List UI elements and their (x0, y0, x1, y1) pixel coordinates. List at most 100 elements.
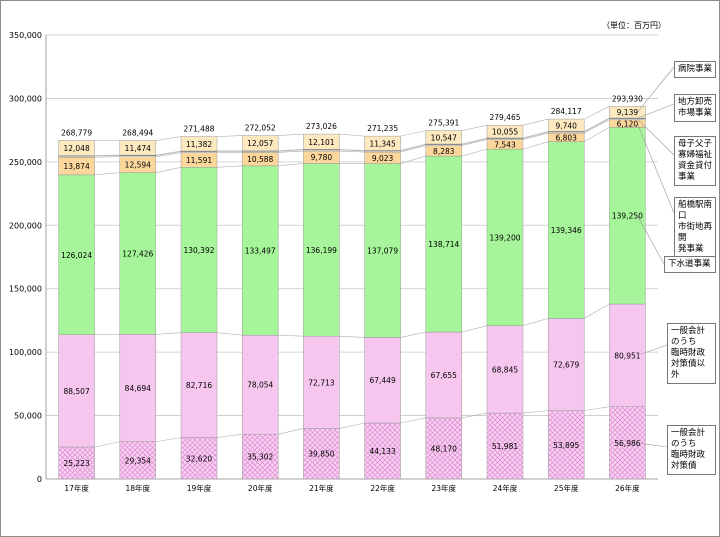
series-connector (339, 149, 365, 151)
data-label: 12,594 (125, 161, 151, 170)
data-label: 133,497 (245, 247, 276, 256)
bar-segment (609, 106, 646, 119)
series-connector (461, 412, 488, 419)
bar-segment (241, 433, 279, 480)
x-tick-label: 22年度 (370, 483, 395, 493)
series-connector (216, 433, 243, 438)
data-label: 7,543 (494, 140, 516, 149)
series-connector (461, 137, 488, 145)
series-connector (400, 144, 426, 152)
series-connector (522, 131, 549, 139)
bar-segment (425, 417, 463, 480)
x-tick-label: 17年度 (64, 483, 89, 493)
bar-segment (364, 163, 401, 338)
series-connector (584, 127, 610, 142)
data-label: 56,986 (614, 439, 640, 448)
data-label: 10,588 (247, 155, 273, 164)
bar-segment (180, 332, 218, 438)
data-label: 44,133 (369, 447, 395, 456)
series-connector (400, 143, 426, 151)
series-connector (522, 318, 549, 327)
x-tick-label: 21年度 (309, 483, 334, 493)
data-label: 12,048 (63, 144, 89, 153)
series-connector (216, 332, 243, 336)
series-connector (94, 154, 120, 156)
total-label: 279,465 (489, 113, 520, 122)
legend-leader-line (637, 215, 665, 265)
data-label: 11,474 (125, 144, 151, 153)
data-label: 53,895 (553, 441, 579, 450)
legend-leader-line (637, 123, 675, 214)
bar-segment (547, 141, 585, 319)
series-connector (522, 132, 549, 140)
series-connector (584, 106, 610, 120)
series-connector (400, 145, 426, 153)
series-connector (155, 152, 182, 157)
bar-segment (119, 140, 157, 156)
legend-item-sewerage: 下水道事業 (664, 256, 716, 273)
series-connector (339, 422, 365, 429)
data-label: 78,054 (247, 381, 273, 390)
series-connector (461, 139, 488, 146)
total-label: 284,117 (551, 107, 582, 116)
bar-segment (364, 337, 401, 424)
data-label: 29,354 (125, 456, 151, 465)
x-tick-label: 20年度 (248, 483, 273, 493)
bar-segment (547, 410, 585, 480)
series-connector (155, 437, 182, 443)
series-connector (339, 133, 365, 137)
data-label: 127,426 (122, 249, 153, 258)
series-connector (584, 303, 610, 319)
data-label: 11,382 (186, 140, 212, 149)
x-tick-label: 26年度 (615, 483, 640, 493)
series-connector (400, 130, 426, 137)
data-label: 13,874 (63, 162, 89, 171)
bar-segment (241, 334, 279, 435)
data-label: 11,591 (186, 156, 212, 165)
data-label: 84,694 (125, 384, 151, 393)
data-label: 11,345 (369, 139, 395, 148)
legend-item-market: 地方卸売 市場事業 (674, 94, 716, 122)
legend-leader-line (637, 103, 675, 119)
series-connector (278, 149, 304, 152)
bar-segment (425, 130, 463, 145)
y-tick-label: 50,000 (14, 412, 42, 421)
series-connector (94, 172, 120, 176)
bar-segment (119, 441, 157, 480)
bar-segment (180, 136, 218, 152)
data-label: 67,449 (369, 376, 395, 385)
series-connector (155, 332, 182, 335)
data-label: 136,199 (306, 246, 337, 255)
x-tick-label: 19年度 (187, 483, 212, 493)
y-tick-label: 100,000 (9, 348, 42, 357)
data-label: 9,740 (555, 121, 577, 130)
total-label: 272,052 (245, 124, 276, 133)
series-connector (278, 150, 304, 153)
bar-segment (119, 172, 157, 335)
legend-item-general-special-bond: 一般会計 のうち 臨時財政 対策債 (667, 425, 716, 475)
bar-segment (58, 140, 95, 156)
data-label: 130,392 (183, 246, 214, 255)
legend-item-general-other: 一般会計 のうち 臨時財政 対策債以外 (667, 323, 716, 384)
unit-label: （単位：百万円） (602, 21, 666, 30)
legend-leader-line (637, 118, 675, 156)
data-label: 139,250 (612, 212, 643, 221)
data-label: 32,620 (186, 454, 212, 463)
bar-segment (609, 303, 646, 407)
y-tick-label: 200,000 (9, 221, 42, 230)
data-label: 88,507 (63, 387, 89, 396)
series-connector (400, 331, 426, 338)
data-label: 9,780 (311, 153, 333, 162)
y-tick-label: 0 (37, 475, 42, 484)
series-connector (94, 155, 120, 157)
bar-segment (486, 124, 524, 139)
bar-segment (241, 165, 279, 336)
y-tick-label: 150,000 (9, 285, 42, 294)
bar-segment (486, 325, 524, 414)
bar-segment (364, 135, 401, 151)
x-tick-label: 23年度 (432, 483, 457, 493)
bar-segment (547, 118, 585, 132)
series-connector (94, 441, 120, 448)
series-connector (155, 150, 182, 156)
